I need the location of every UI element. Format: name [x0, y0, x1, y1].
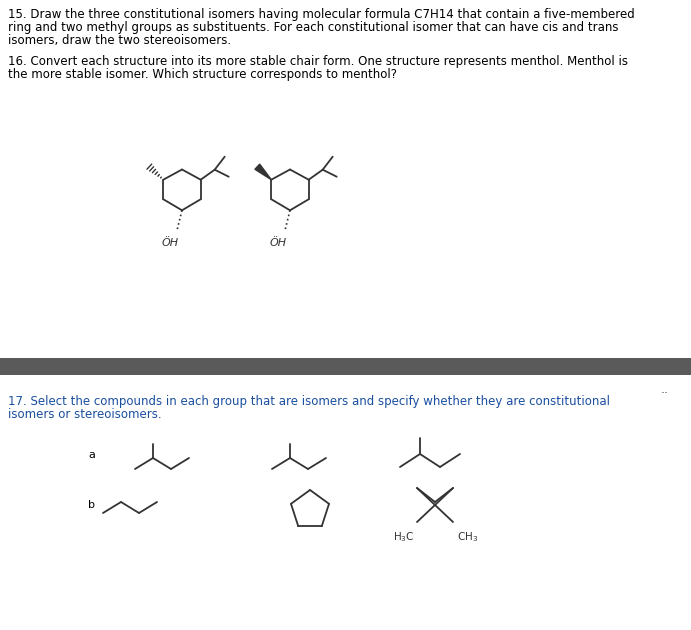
Text: isomers or stereoisomers.: isomers or stereoisomers.	[8, 408, 162, 421]
Text: ring and two methyl groups as substituents. For each constitutional isomer that : ring and two methyl groups as substituen…	[8, 21, 618, 34]
Text: 15. Draw the three constitutional isomers having molecular formula C7H14 that co: 15. Draw the three constitutional isomer…	[8, 8, 635, 21]
Text: ÖH: ÖH	[269, 238, 287, 248]
Text: 17. Select the compounds in each group that are isomers and specify whether they: 17. Select the compounds in each group t…	[8, 395, 610, 408]
Polygon shape	[255, 164, 272, 180]
Text: CH$_3$: CH$_3$	[457, 530, 478, 544]
Text: the more stable isomer. Which structure corresponds to menthol?: the more stable isomer. Which structure …	[8, 68, 397, 81]
Text: H$_3$C: H$_3$C	[393, 530, 415, 544]
Text: b: b	[88, 500, 95, 510]
Bar	[0, 358, 691, 375]
Text: ..: ..	[661, 383, 669, 396]
Text: isomers, draw the two stereoisomers.: isomers, draw the two stereoisomers.	[8, 34, 231, 47]
Text: ÖH: ÖH	[162, 238, 178, 248]
Text: 16. Convert each structure into its more stable chair form. One structure repres: 16. Convert each structure into its more…	[8, 55, 628, 68]
Text: a: a	[88, 450, 95, 460]
